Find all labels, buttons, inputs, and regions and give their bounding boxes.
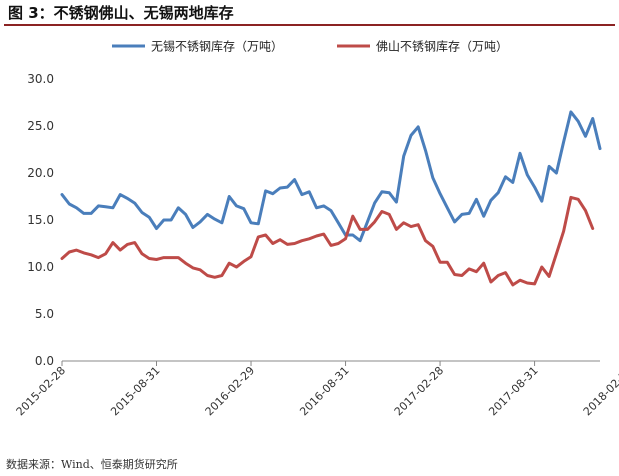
y-tick-label: 30.0	[27, 72, 54, 86]
title-bar: 图 3：不锈钢佛山、无锡两地库存	[4, 0, 615, 26]
x-tick-label: 2015-08-31	[108, 364, 162, 418]
y-tick-label: 0.0	[35, 354, 54, 368]
x-tick-label: 2018-02-28	[581, 364, 619, 418]
y-tick-label: 10.0	[27, 260, 54, 274]
x-tick-label: 2015-02-28	[14, 364, 68, 418]
line-chart: 0.0 5.0 10.0 15.0 20.0 25.0 30.0 2015-02-28 2015…	[14, 39, 619, 419]
series-line-2	[60, 195, 595, 287]
y-tick-label: 20.0	[27, 166, 54, 180]
x-tick-label: 2017-02-28	[392, 364, 446, 418]
x-tick-label: 2016-08-31	[297, 364, 351, 418]
x-tick-label: 2017-08-31	[486, 364, 540, 418]
y-tick-label: 15.0	[27, 213, 54, 227]
x-tick-label: 2016-02-29	[203, 364, 257, 418]
series-line-1	[60, 110, 602, 243]
y-tick-label: 5.0	[35, 307, 54, 321]
legend-label-1: 无锡不锈钢库存（万吨）	[151, 39, 283, 54]
legend-label-2: 佛山不锈钢库存（万吨）	[376, 39, 508, 54]
source-note: 数据来源：Wind、恒泰期货研究所	[6, 458, 178, 471]
chart-title: 图 3：不锈钢佛山、无锡两地库存	[8, 4, 234, 22]
y-tick-label: 25.0	[27, 119, 54, 133]
